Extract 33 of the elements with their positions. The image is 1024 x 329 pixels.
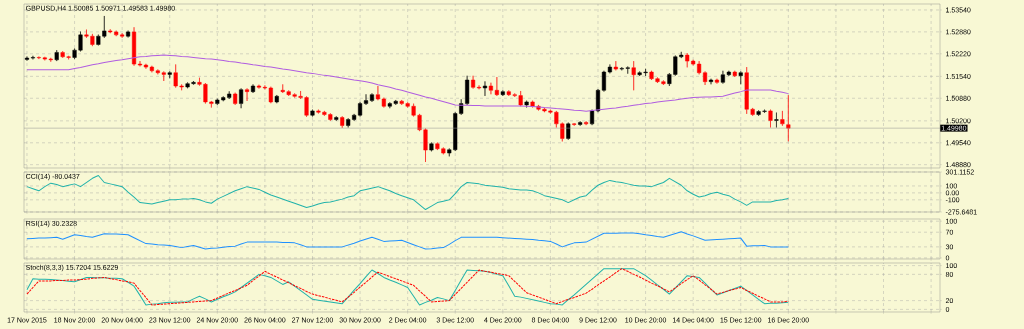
candlestick: [590, 109, 595, 126]
candlestick: [708, 78, 714, 85]
candlestick: [578, 120, 583, 127]
candlestick: [429, 142, 434, 152]
candlestick: [310, 109, 315, 117]
candlestick: [613, 60, 618, 71]
candlestick: [768, 109, 773, 128]
candlestick: [54, 49, 59, 62]
candlestick: [566, 122, 571, 141]
candlestick: [500, 90, 505, 97]
candlestick: [714, 78, 719, 84]
candlestick: [631, 60, 636, 91]
candlestick: [738, 71, 743, 85]
candlestick: [137, 60, 143, 67]
candlestick: [780, 110, 785, 127]
candlestick: [274, 94, 279, 104]
candlestick: [126, 30, 131, 38]
candlestick: [482, 81, 488, 97]
candlestick: [584, 120, 589, 126]
candlestick: [732, 70, 737, 78]
candlestick: [233, 92, 238, 106]
candlestick: [245, 88, 250, 102]
candlestick: [774, 112, 779, 128]
candlestick: [167, 71, 172, 79]
candlestick: [572, 122, 577, 127]
candlestick: [239, 88, 244, 109]
candlestick: [595, 88, 601, 113]
candlestick: [524, 100, 529, 108]
candlestick: [334, 115, 339, 122]
candlestick: [250, 84, 256, 94]
candlestick: [132, 26, 137, 66]
candlestick: [369, 93, 374, 103]
candlestick: [340, 115, 345, 129]
